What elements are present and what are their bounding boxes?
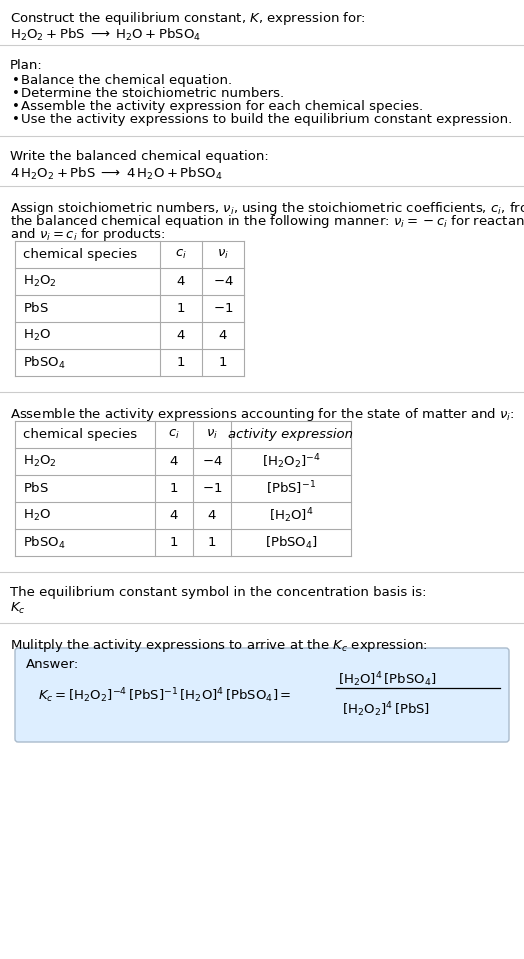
Text: Plan:: Plan: [10,59,43,72]
Text: Assemble the activity expressions accounting for the state of matter and $\nu_i$: Assemble the activity expressions accoun… [10,406,515,423]
Text: $\mathrm{H_2O}$: $\mathrm{H_2O}$ [23,508,51,523]
Text: and $\nu_i = c_i$ for products:: and $\nu_i = c_i$ for products: [10,226,166,243]
Text: 1: 1 [170,482,178,495]
Text: $[\mathrm{H_2O}]^4$: $[\mathrm{H_2O}]^4$ [269,506,313,525]
Text: 4: 4 [208,509,216,522]
Text: Mulitply the activity expressions to arrive at the $K_c$ expression:: Mulitply the activity expressions to arr… [10,637,428,654]
FancyBboxPatch shape [15,648,509,742]
Text: $K_c$: $K_c$ [10,601,26,616]
Text: Answer:: Answer: [26,658,79,671]
Text: 1: 1 [208,536,216,549]
Text: $\mathrm{H_2O_2}$: $\mathrm{H_2O_2}$ [23,274,57,289]
Text: $[\mathrm{PbSO_4}]$: $[\mathrm{PbSO_4}]$ [265,534,318,550]
Text: $\mathrm{H_2O}$: $\mathrm{H_2O}$ [23,328,51,343]
Text: the balanced chemical equation in the following manner: $\nu_i = -c_i$ for react: the balanced chemical equation in the fo… [10,213,524,230]
Text: $\mathrm{PbSO_4}$: $\mathrm{PbSO_4}$ [23,534,66,550]
Text: chemical species: chemical species [23,428,137,441]
Text: Assign stoichiometric numbers, $\nu_i$, using the stoichiometric coefficients, $: Assign stoichiometric numbers, $\nu_i$, … [10,200,524,217]
Text: 4: 4 [177,275,185,288]
Text: $-1$: $-1$ [213,302,233,315]
Text: 4: 4 [170,455,178,468]
Text: The equilibrium constant symbol in the concentration basis is:: The equilibrium constant symbol in the c… [10,586,427,599]
Text: 1: 1 [219,356,227,369]
Text: $c_i$: $c_i$ [168,428,180,441]
Text: Balance the chemical equation.: Balance the chemical equation. [21,74,232,87]
Text: •: • [12,113,20,126]
Text: $\mathrm{PbS}$: $\mathrm{PbS}$ [23,301,49,316]
Text: $c_i$: $c_i$ [175,248,187,261]
Text: $\mathrm{PbS}$: $\mathrm{PbS}$ [23,481,49,496]
Text: $\nu_i$: $\nu_i$ [206,428,218,441]
Text: $-4$: $-4$ [213,275,233,288]
Text: 1: 1 [177,356,185,369]
Text: activity expression: activity expression [228,428,354,441]
Text: $[\mathrm{PbS}]^{-1}$: $[\mathrm{PbS}]^{-1}$ [266,480,316,498]
Text: 1: 1 [170,536,178,549]
Text: 4: 4 [219,329,227,342]
Text: •: • [12,74,20,87]
Text: Use the activity expressions to build the equilibrium constant expression.: Use the activity expressions to build th… [21,113,512,126]
Text: $-1$: $-1$ [202,482,222,495]
Text: Determine the stoichiometric numbers.: Determine the stoichiometric numbers. [21,87,284,100]
Text: 1: 1 [177,302,185,315]
Text: Construct the equilibrium constant, $K$, expression for:: Construct the equilibrium constant, $K$,… [10,10,366,27]
Text: •: • [12,87,20,100]
Text: Assemble the activity expression for each chemical species.: Assemble the activity expression for eac… [21,100,423,113]
Text: $[\mathrm{H_2O}]^4\,[\mathrm{PbSO_4}]$: $[\mathrm{H_2O}]^4\,[\mathrm{PbSO_4}]$ [338,670,436,689]
Text: 4: 4 [170,509,178,522]
Text: $K_c = [\mathrm{H_2O_2}]^{-4}\,[\mathrm{PbS}]^{-1}\,[\mathrm{H_2O}]^4\,[\mathrm{: $K_c = [\mathrm{H_2O_2}]^{-4}\,[\mathrm{… [38,686,291,705]
Text: chemical species: chemical species [23,248,137,261]
Text: 4: 4 [177,329,185,342]
Text: $[\mathrm{H_2O_2}]^{-4}$: $[\mathrm{H_2O_2}]^{-4}$ [261,452,320,471]
Text: $\nu_i$: $\nu_i$ [217,248,229,261]
Text: $\mathrm{H_2O_2 + PbS \;\longrightarrow\; H_2O + PbSO_4}$: $\mathrm{H_2O_2 + PbS \;\longrightarrow\… [10,27,201,43]
Text: $[\mathrm{H_2O_2}]^4\,[\mathrm{PbS}]$: $[\mathrm{H_2O_2}]^4\,[\mathrm{PbS}]$ [342,700,430,718]
Text: $\mathrm{PbSO_4}$: $\mathrm{PbSO_4}$ [23,355,66,370]
Text: $\mathrm{4\,H_2O_2 + PbS \;\longrightarrow\; 4\,H_2O + PbSO_4}$: $\mathrm{4\,H_2O_2 + PbS \;\longrightarr… [10,166,223,182]
Text: $\mathrm{H_2O_2}$: $\mathrm{H_2O_2}$ [23,454,57,469]
Text: Write the balanced chemical equation:: Write the balanced chemical equation: [10,150,269,163]
Text: •: • [12,100,20,113]
Text: $-4$: $-4$ [202,455,222,468]
